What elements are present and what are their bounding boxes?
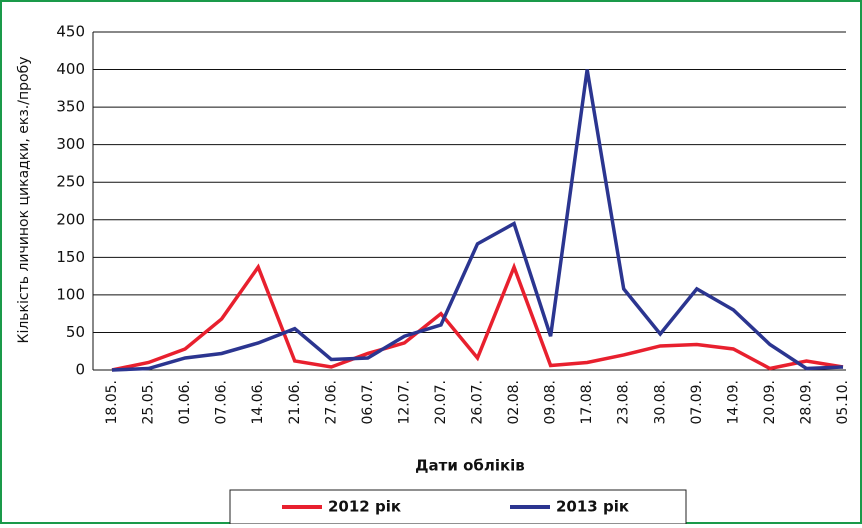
series-line [111, 69, 844, 372]
legend-label: 2013 рік [556, 498, 629, 516]
x-tick-label: 26.07. [470, 380, 486, 425]
y-tick-label: 350 [56, 98, 85, 116]
x-tick-label: 01.06. [177, 380, 193, 425]
x-tick-label: 20.09. [762, 380, 778, 425]
x-tick-label: 02.08. [506, 380, 522, 425]
y-tick-label: 300 [56, 135, 85, 153]
x-tick-label: 27.06. [323, 380, 339, 425]
x-tick-label: 05.10. [835, 380, 851, 425]
series-line [111, 262, 844, 372]
y-tick-label: 450 [56, 23, 85, 41]
x-tick-label: 21.06. [287, 380, 303, 425]
y-tick-label: 0 [75, 361, 85, 379]
x-tick-label: 09.08. [543, 380, 559, 425]
x-axis-title: Дати обліків [415, 457, 525, 475]
x-tick-label: 18.05. [104, 380, 120, 425]
x-tick-label: 07.06. [214, 380, 230, 425]
y-tick-label: 400 [56, 60, 85, 78]
x-tick-label: 30.08. [652, 380, 668, 425]
x-tick-label: 12.07. [396, 380, 412, 425]
x-tick-label: 20.07. [433, 380, 449, 425]
x-tick-label: 28.09. [798, 380, 814, 425]
y-tick-label: 100 [56, 285, 85, 303]
x-tick-label: 25.05. [141, 380, 157, 425]
y-axis-title: Кількість личинок цикадки, екз./пробу [16, 57, 32, 344]
x-tick-label: 07.09. [689, 380, 705, 425]
y-tick-label: 50 [66, 323, 85, 341]
x-tick-label: 14.09. [725, 380, 741, 425]
y-tick-label: 250 [56, 173, 85, 191]
y-tick-label: 150 [56, 248, 85, 266]
x-tick-label: 23.08. [616, 380, 632, 425]
x-tick-label: 06.07. [360, 380, 376, 425]
y-tick-label: 200 [56, 210, 85, 228]
x-tick-label: 17.08. [579, 380, 595, 425]
x-tick-label: 14.06. [250, 380, 266, 425]
legend-label: 2012 рік [328, 498, 401, 516]
